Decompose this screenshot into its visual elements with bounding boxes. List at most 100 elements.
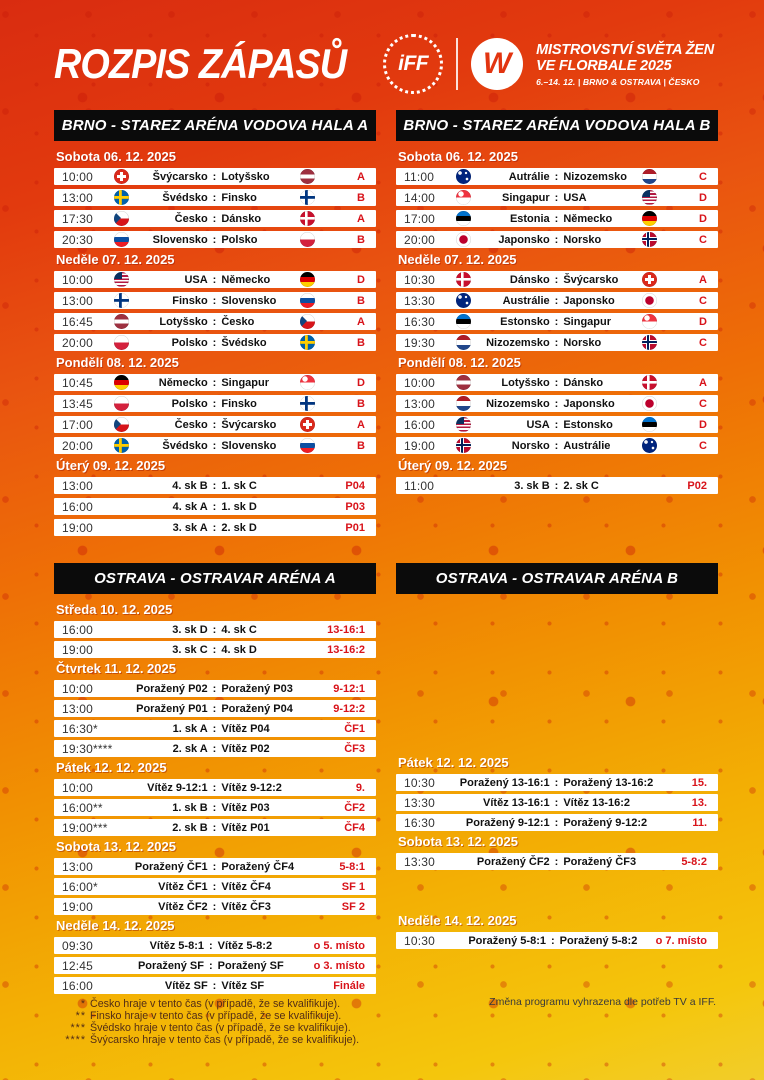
away-team: Norsko	[563, 233, 602, 246]
match-time: 17:00	[62, 417, 94, 432]
footnote: *** Švédsko hraje v tento čas (v případě,…	[54, 1022, 376, 1034]
match-code: 9-12:1	[333, 682, 365, 695]
home-team: Vítěz SF	[164, 979, 208, 992]
away-team: Norsko	[563, 336, 602, 349]
vs-colon: :	[212, 439, 217, 452]
match-teams: Německo: Singapur	[135, 377, 294, 389]
date-header: Neděle 14. 12. 2025	[56, 918, 175, 933]
match-time: 16:00**	[62, 800, 103, 815]
vs-colon: :	[212, 233, 217, 246]
schedule-group: Neděle 07. 12. 2025 10:00 USA: Německo D 13:0…	[54, 252, 376, 351]
flag-ned-icon	[456, 335, 471, 350]
match-teams: 1. sk B: Vítěz P03	[112, 802, 317, 814]
flag-lat-icon	[456, 375, 471, 390]
match-time: 10:00	[62, 169, 94, 184]
match-time: 13:30	[404, 293, 436, 308]
section-brno-hala-b: BRNO - STAREZ ARÉNA VODOVA HALA B Sobota…	[396, 110, 718, 498]
match-teams: Finsko: Slovensko	[135, 295, 294, 307]
flag-swe-icon	[114, 190, 129, 205]
match-teams: Polsko: Finsko	[135, 398, 294, 410]
flag-svk-icon	[114, 232, 129, 247]
match-row: 20:00 Japonsko: Norsko C	[396, 231, 718, 248]
vs-colon: :	[212, 860, 217, 873]
schedule-group: Čtvrtek 11. 12. 2025 10:00 Poražený P02: Po…	[54, 661, 376, 757]
flag-est-icon	[456, 211, 471, 226]
section-body: Pátek 12. 12. 2025 10:30 Poražený 13-16:1:…	[396, 755, 718, 1008]
footnote-marker: **	[75, 1010, 86, 1022]
vs-colon: :	[212, 801, 217, 814]
date-header: Pondělí 08. 12. 2025	[56, 355, 179, 370]
home-team: 4. sk B	[172, 479, 208, 492]
match-time: 13:45	[62, 396, 94, 411]
away-team: Švédsko	[221, 336, 267, 349]
vs-colon: :	[212, 479, 217, 492]
away-team: Vítěz SF	[221, 979, 265, 992]
date-header: Pondělí 08. 12. 2025	[398, 355, 521, 370]
section-body: Sobota 06. 12. 2025 10:00 Švýcarsko: Lotyšs…	[54, 149, 376, 536]
away-team: Německo	[221, 273, 271, 286]
away-team: Vítěz P01	[221, 821, 270, 834]
vs-colon: :	[554, 273, 559, 286]
away-team: Poražený ČF4	[221, 860, 295, 873]
home-team: Finsko	[172, 294, 208, 307]
away-team: Japonsko	[563, 294, 615, 307]
section-brno-hala-a: BRNO - STAREZ ARÉNA VODOVA HALA A Sobota…	[54, 110, 376, 540]
vs-colon: :	[554, 796, 559, 809]
date-header: Neděle 07. 12. 2025	[398, 252, 517, 267]
flag-che-icon	[114, 169, 129, 184]
match-row: 09:30 Vítěz 5-8:1: Vítěz 5-8:2 o 5. místo	[54, 937, 376, 954]
flag-aus-icon	[642, 438, 657, 453]
match-time: 19:30	[404, 335, 436, 350]
match-time: 17:30	[62, 211, 94, 226]
match-time: 20:00	[404, 232, 436, 247]
match-code: A	[357, 170, 365, 183]
vs-colon: :	[212, 294, 217, 307]
event-logo-group: iFF W MISTROVSTVÍ SVĚTA ŽEN VE FLORBALE …	[383, 34, 714, 94]
match-code: SF 1	[341, 880, 365, 893]
home-team: Poražený P02	[136, 682, 208, 695]
match-teams: Slovensko: Polsko	[135, 234, 294, 246]
flag-che-icon	[300, 417, 315, 432]
vs-colon: :	[212, 376, 217, 389]
away-team: 4. sk D	[221, 643, 257, 656]
match-time: 13:00	[62, 701, 94, 716]
match-code: A	[357, 315, 365, 328]
match-code: C	[699, 439, 707, 452]
vs-colon: :	[209, 959, 213, 972]
match-row: 10:00 Lotyšsko: Dánsko A	[396, 374, 718, 391]
home-team: Poražený P01	[136, 702, 208, 715]
vs-colon: :	[212, 880, 217, 893]
schedule-group: Sobota 13. 12. 2025 13:00 Poražený ČF1: Por…	[54, 839, 376, 915]
match-row: 16:00 3. sk D:4. sk C 13-16:1	[54, 621, 376, 638]
match-teams: Autrálie: Nizozemsko	[477, 171, 636, 183]
away-team: Vítěz P04	[221, 722, 270, 735]
flag-est-icon	[456, 314, 471, 329]
away-team: Dánsko	[563, 376, 604, 389]
vs-colon: :	[554, 212, 559, 225]
match-row: 10:00 Vítěz 9-12:1: Vítěz 9-12:2 9.	[54, 779, 376, 796]
match-code: P03	[345, 500, 365, 513]
date-header: Pátek 12. 12. 2025	[56, 760, 167, 775]
match-code: ČF2	[344, 801, 365, 814]
vs-colon: :	[212, 979, 217, 992]
home-team: Poražený 5-8:1	[468, 934, 546, 947]
flag-den-icon	[456, 272, 471, 287]
vs-colon: :	[554, 191, 559, 204]
flag-lat-icon	[114, 314, 129, 329]
away-team: Švýcarsko	[221, 418, 277, 431]
away-team: Švýcarsko	[563, 273, 619, 286]
away-team: 2. sk C	[563, 479, 599, 492]
match-row: 19:30 Nizozemsko: Norsko C	[396, 334, 718, 351]
home-team: Švýcarsko	[152, 170, 208, 183]
footnote-text: Finsko hraje v tento čas (v případě, že …	[90, 1010, 342, 1022]
match-teams: Nizozemsko: Japonsko	[477, 398, 636, 410]
event-title-line2: VE FLORBALE 2025	[536, 57, 672, 74]
away-team: Vítěz P02	[221, 742, 270, 755]
away-team: Vítěz 13-16:2	[563, 796, 630, 809]
match-row: 16:00 Vítěz SF: Vítěz SF Finále	[54, 977, 376, 994]
match-time: 13:00	[62, 478, 94, 493]
match-teams: 4. sk B:1. sk C	[112, 480, 317, 492]
home-team: Česko	[174, 418, 208, 431]
match-teams: Vítěz SF: Vítěz SF	[112, 980, 317, 992]
